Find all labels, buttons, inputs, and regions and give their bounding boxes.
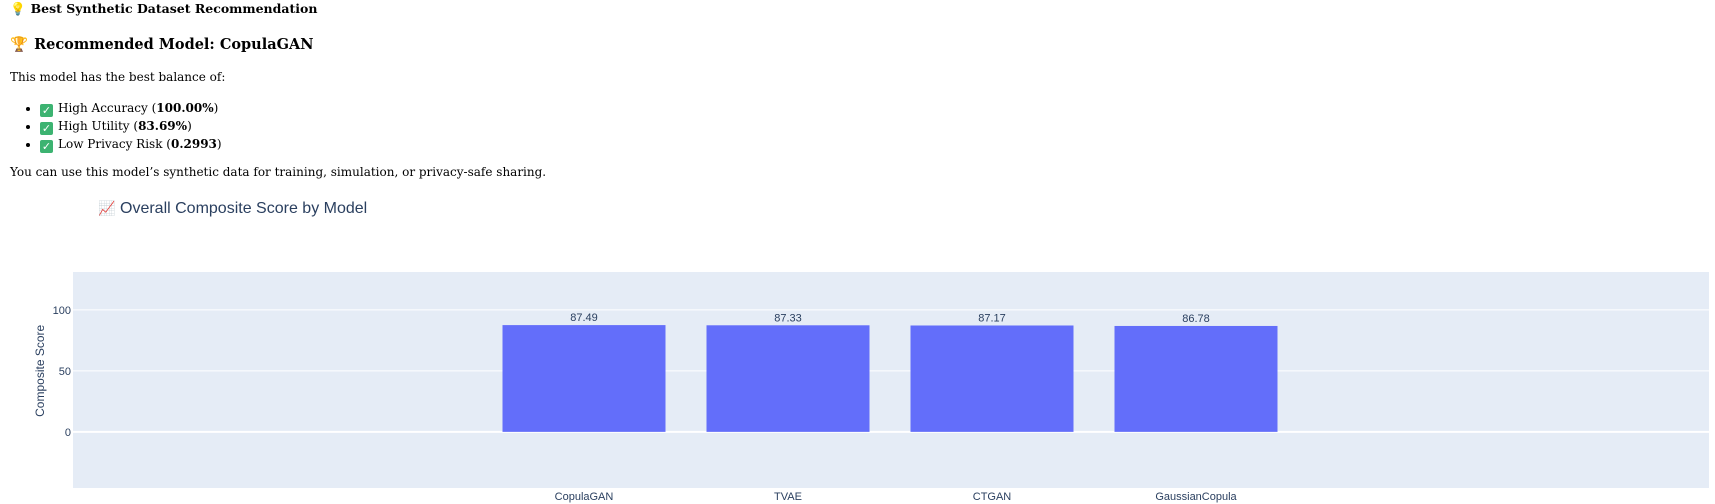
x-tick-label: TVAE <box>774 491 802 503</box>
bar-value-label: 87.49 <box>570 312 598 324</box>
recommended-model-heading: 🏆 Recommended Model: CopulaGAN <box>10 36 314 53</box>
feature-label: High Accuracy <box>58 101 148 115</box>
usage-note: You can use this model’s synthetic data … <box>10 165 547 179</box>
y-tick-label: 50 <box>59 366 71 378</box>
bar <box>1114 325 1278 432</box>
feature-value: 100.00% <box>156 101 214 115</box>
gridlines <box>73 309 1709 433</box>
section-title-text: Best Synthetic Dataset Recommendation <box>30 1 318 16</box>
list-item: ✓Low Privacy Risk (0.2993) <box>40 135 222 153</box>
bar-value-label: 87.33 <box>774 312 802 324</box>
y-tick-label: 0 <box>65 427 71 439</box>
y-axis-title: Composite Score <box>33 325 47 417</box>
balance-intro: This model has the best balance of: <box>10 70 226 84</box>
list-item: ✓High Accuracy (100.00%) <box>40 99 222 117</box>
recommended-model-text: Recommended Model: CopulaGAN <box>34 36 314 53</box>
chart-line-icon: 📈 <box>98 200 115 217</box>
x-tick-label: CopulaGAN <box>555 491 614 503</box>
chart-title: 📈 Overall Composite Score by Model <box>98 200 367 217</box>
bar <box>706 325 870 432</box>
check-icon: ✓ <box>40 104 53 117</box>
bar <box>502 325 666 432</box>
bar <box>910 325 1074 432</box>
x-tick-label: CTGAN <box>973 491 1012 503</box>
section-title: 💡 Best Synthetic Dataset Recommendation <box>10 1 317 17</box>
data-labels: 87.49 87.33 87.17 86.78 <box>570 312 1210 325</box>
feature-label: High Utility <box>58 119 130 133</box>
bars <box>502 325 1278 432</box>
plot-area <box>73 272 1709 488</box>
bar-value-label: 86.78 <box>1182 313 1210 325</box>
x-axis-ticks: CopulaGAN TVAE CTGAN GaussianCopula <box>555 491 1238 503</box>
bar-value-label: 87.17 <box>978 312 1006 324</box>
y-tick-label: 100 <box>53 305 71 317</box>
feature-list: ✓High Accuracy (100.00%) ✓High Utility (… <box>10 99 222 153</box>
chart-title-text: Overall Composite Score by Model <box>120 200 367 217</box>
check-icon: ✓ <box>40 122 53 135</box>
lightbulb-icon: 💡 <box>10 1 26 16</box>
feature-value: 83.69% <box>138 119 188 133</box>
feature-label: Low Privacy Risk <box>58 137 163 151</box>
composite-score-chart: 📈 Overall Composite Score by Model 0 50 10… <box>33 200 1709 503</box>
trophy-icon: 🏆 <box>10 36 29 53</box>
list-item: ✓High Utility (83.69%) <box>40 117 222 135</box>
feature-value: 0.2993 <box>170 137 217 151</box>
check-icon: ✓ <box>40 140 53 153</box>
x-tick-label: GaussianCopula <box>1155 491 1237 503</box>
y-axis-ticks: 0 50 100 <box>53 305 71 439</box>
